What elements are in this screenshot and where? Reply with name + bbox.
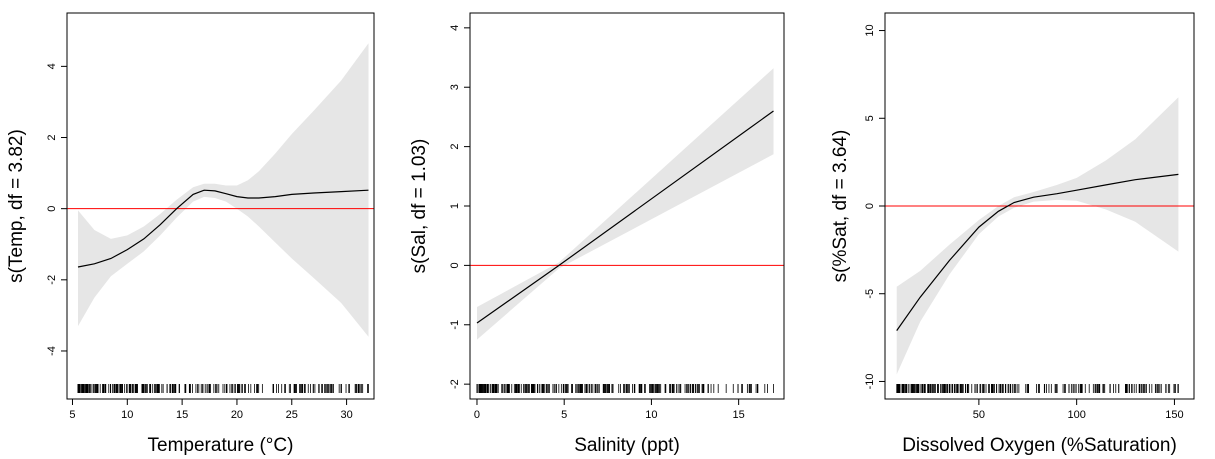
y-tick-label: 0 bbox=[864, 203, 876, 209]
x-tick-label: 100 bbox=[1067, 409, 1085, 421]
y-tick-label: 4 bbox=[46, 63, 58, 69]
x-tick-label: 5 bbox=[561, 409, 567, 421]
plot-frame bbox=[66, 12, 375, 400]
x-tick-label: 10 bbox=[645, 409, 657, 421]
y-tick-label: 2 bbox=[46, 134, 58, 140]
x-tick-label: 15 bbox=[733, 409, 745, 421]
confidence-band bbox=[896, 97, 1179, 375]
panel-1: 5 10 15 20 25 30 -4 -2 0 2 4 Temperature (°C) s(Temp… bbox=[6, 12, 375, 456]
x-axis-title: Dissolved Oxygen (%Saturation) bbox=[902, 435, 1177, 456]
y-tick-label: 10 bbox=[864, 24, 876, 36]
y-tick-label: 4 bbox=[449, 25, 461, 31]
x-tick-label: 20 bbox=[231, 409, 243, 421]
x-axis-title: Temperature (°C) bbox=[148, 435, 294, 456]
y-tick-label: 5 bbox=[864, 115, 876, 121]
y-tick-label: 3 bbox=[449, 84, 461, 90]
x-tick-label: 5 bbox=[69, 409, 75, 421]
y-tick-label: 2 bbox=[449, 144, 461, 150]
x-tick-label: 0 bbox=[474, 409, 480, 421]
y-tick-label: -4 bbox=[46, 346, 58, 356]
x-tick-label: 30 bbox=[340, 409, 352, 421]
y-tick-label: 0 bbox=[449, 262, 461, 268]
confidence-band bbox=[477, 68, 774, 340]
y-axis-title: s(Sal, df = 1.03) bbox=[409, 139, 430, 274]
y-tick-label: -2 bbox=[46, 275, 58, 285]
y-tick-label: -5 bbox=[864, 289, 876, 299]
rug bbox=[896, 384, 1179, 393]
x-tick-label: 10 bbox=[121, 409, 133, 421]
y-tick-label: 0 bbox=[46, 206, 58, 212]
y-tick-label: -10 bbox=[864, 374, 876, 390]
y-axis-title: s(%Sat, df = 3.64) bbox=[830, 130, 851, 283]
rug bbox=[476, 384, 774, 393]
x-tick-label: 50 bbox=[973, 409, 985, 421]
x-tick-label: 25 bbox=[286, 409, 298, 421]
rug bbox=[77, 384, 369, 393]
y-axis-title: s(Temp, df = 3.82) bbox=[6, 129, 27, 283]
panel-2: 0 5 10 15 -2 -1 0 1 2 3 4 Salinity (ppt) s(Sal, df =… bbox=[409, 12, 785, 456]
y-tick-label: -2 bbox=[449, 379, 461, 389]
y-tick-label: -1 bbox=[449, 320, 461, 330]
x-tick-label: 15 bbox=[176, 409, 188, 421]
panel-3: 50 100 150 -10 -5 0 5 10 Dissolved Oxygen (%Satu… bbox=[830, 12, 1195, 456]
y-tick-label: 1 bbox=[449, 203, 461, 209]
smooth-curve bbox=[896, 173, 1179, 331]
x-tick-label: 150 bbox=[1165, 409, 1183, 421]
confidence-band bbox=[78, 43, 369, 337]
x-axis-title: Salinity (ppt) bbox=[574, 435, 680, 456]
smooth-curve bbox=[476, 110, 774, 324]
smooth-curve bbox=[77, 189, 369, 268]
